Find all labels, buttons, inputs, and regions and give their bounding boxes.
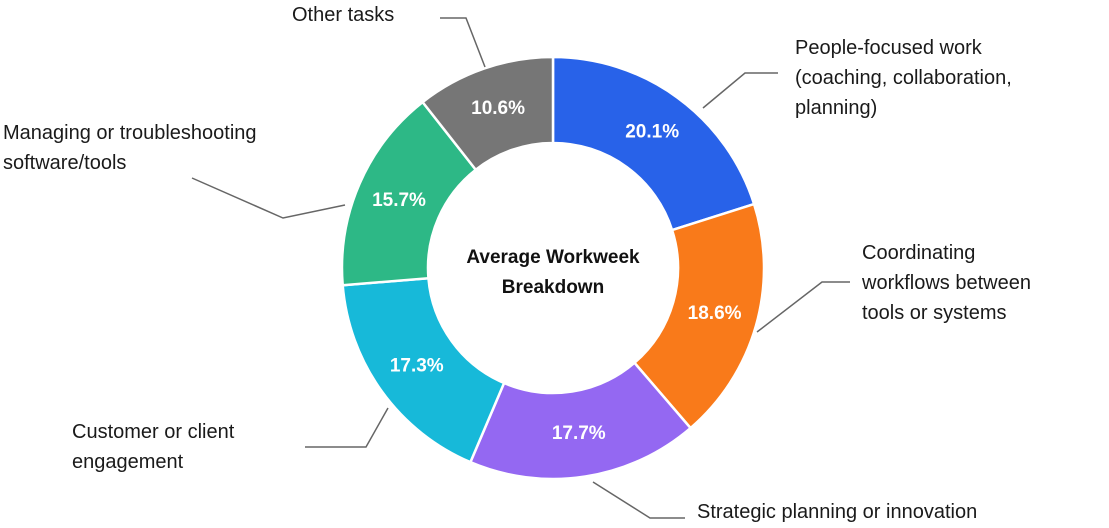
value-label: 15.7% xyxy=(372,190,426,211)
leader-line xyxy=(702,72,778,109)
leader-line xyxy=(305,407,389,448)
legend-label: Customer or client engagement xyxy=(72,421,235,473)
value-label: 17.3% xyxy=(390,355,444,376)
legend-label: Strategic planning or innovation xyxy=(697,501,978,523)
value-label: 20.1% xyxy=(625,121,679,142)
leader-line xyxy=(756,281,850,333)
leader-line xyxy=(592,481,685,519)
donut-slice xyxy=(468,361,693,481)
donut-slice xyxy=(551,55,756,232)
legend-label: Managing or troubleshooting software/too… xyxy=(3,122,257,174)
donut-slice xyxy=(632,202,766,430)
value-label: 17.7% xyxy=(552,423,606,444)
legend-label: Other tasks xyxy=(292,4,395,26)
legend-label: Coordinating workflows between tools or … xyxy=(862,242,1031,324)
legend-label: People-focused work (coaching, collabora… xyxy=(795,37,1012,119)
value-label: 10.6% xyxy=(471,98,525,119)
value-label: 18.6% xyxy=(688,303,742,324)
donut-slice xyxy=(420,55,555,172)
leader-line xyxy=(440,17,486,68)
chart-title: Average Workweek Breakdown xyxy=(466,247,640,298)
leader-line xyxy=(191,177,346,219)
